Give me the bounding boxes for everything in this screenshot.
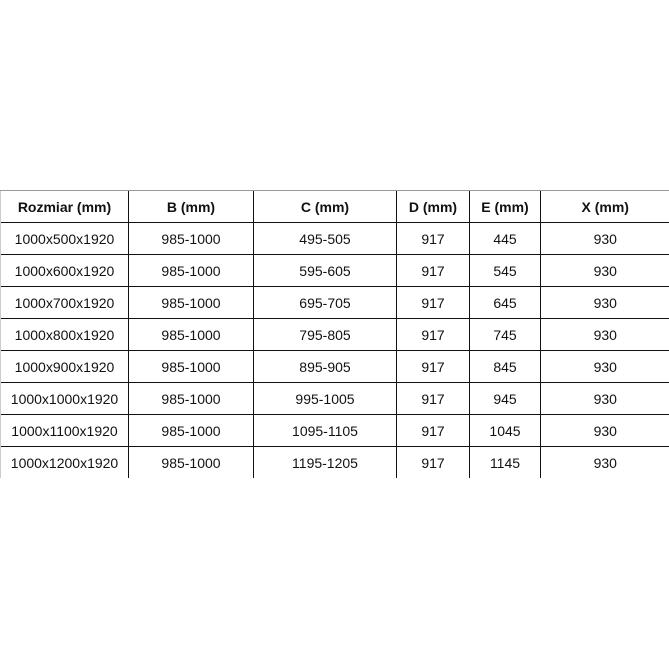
table-cell: 1000x1100x1920 — [0, 414, 129, 447]
table-cell: 1000x900x1920 — [0, 350, 129, 383]
table-cell: 917 — [396, 254, 470, 287]
table-cell: 985-1000 — [128, 414, 254, 447]
header-row: Rozmiar (mm) B (mm) C (mm) D (mm) E (mm) X (m… — [0, 190, 669, 223]
table-cell: 1000x600x1920 — [0, 254, 129, 287]
table-cell: 917 — [396, 222, 470, 255]
table-cell: 995-1005 — [253, 382, 397, 415]
column-header: E (mm) — [469, 190, 541, 223]
table-cell: 1195-1205 — [253, 446, 397, 478]
table-cell: 985-1000 — [128, 222, 254, 255]
table-cell: 945 — [469, 382, 541, 415]
column-header: D (mm) — [396, 190, 470, 223]
table-cell: 1095-1105 — [253, 414, 397, 447]
table-cell: 985-1000 — [128, 382, 254, 415]
column-header: C (mm) — [253, 190, 397, 223]
table-cell: 930 — [540, 222, 669, 255]
table-cell: 545 — [469, 254, 541, 287]
table-row: 1000x800x1920 985-1000 795-805 917 745 930 — [0, 318, 669, 351]
table-row: 1000x600x1920 985-1000 595-605 917 545 930 — [0, 254, 669, 287]
table-cell: 985-1000 — [128, 350, 254, 383]
table-cell: 985-1000 — [128, 286, 254, 319]
table-cell: 930 — [540, 446, 669, 478]
table-row: 1000x700x1920 985-1000 695-705 917 645 930 — [0, 286, 669, 319]
table-cell: 1000x1000x1920 — [0, 382, 129, 415]
table-cell: 930 — [540, 254, 669, 287]
table-cell: 595-605 — [253, 254, 397, 287]
table-row: 1000x900x1920 985-1000 895-905 917 845 930 — [0, 350, 669, 383]
table-cell: 445 — [469, 222, 541, 255]
table-cell: 985-1000 — [128, 318, 254, 351]
column-header: B (mm) — [128, 190, 254, 223]
table-cell: 1000x500x1920 — [0, 222, 129, 255]
table-cell: 930 — [540, 382, 669, 415]
table-cell: 1145 — [469, 446, 541, 478]
table-cell: 1000x800x1920 — [0, 318, 129, 351]
column-header: X (mm) — [540, 190, 669, 223]
table-cell: 917 — [396, 318, 470, 351]
table-cell: 985-1000 — [128, 254, 254, 287]
table-cell: 917 — [396, 286, 470, 319]
table-cell: 917 — [396, 382, 470, 415]
table-cell: 845 — [469, 350, 541, 383]
table-cell: 917 — [396, 446, 470, 478]
table-cell: 695-705 — [253, 286, 397, 319]
table-cell: 1045 — [469, 414, 541, 447]
table-cell: 745 — [469, 318, 541, 351]
table-cell: 895-905 — [253, 350, 397, 383]
table-cell: 930 — [540, 318, 669, 351]
table-cell: 1000x1200x1920 — [0, 446, 129, 478]
column-header: Rozmiar (mm) — [0, 190, 129, 223]
dimensions-table: Rozmiar (mm) B (mm) C (mm) D (mm) E (mm) X (m… — [0, 190, 669, 478]
table-cell: 917 — [396, 350, 470, 383]
table-cell: 795-805 — [253, 318, 397, 351]
table-row: 1000x1200x1920 985-1000 1195-1205 917 1145 93… — [0, 446, 669, 478]
table-cell: 645 — [469, 286, 541, 319]
table-cell: 930 — [540, 350, 669, 383]
table-cell: 930 — [540, 414, 669, 447]
table-cell: 917 — [396, 414, 470, 447]
table-cell: 495-505 — [253, 222, 397, 255]
table-cell: 1000x700x1920 — [0, 286, 129, 319]
table-row: 1000x1100x1920 985-1000 1095-1105 917 1045 93… — [0, 414, 669, 447]
table-cell: 930 — [540, 286, 669, 319]
table-row: 1000x500x1920 985-1000 495-505 917 445 930 — [0, 222, 669, 255]
table-row: 1000x1000x1920 985-1000 995-1005 917 945 930 — [0, 382, 669, 415]
table-cell: 985-1000 — [128, 446, 254, 478]
